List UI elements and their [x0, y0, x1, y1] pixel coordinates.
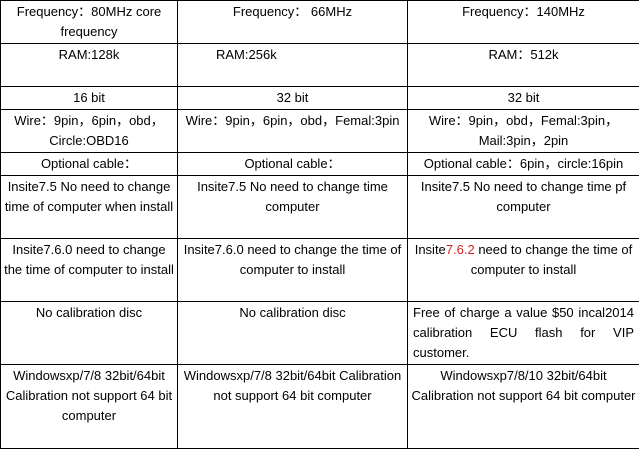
- cell: Insite7.6.0 need to change the time of c…: [1, 239, 178, 302]
- cell: Free of charge a value $50 incal2014 cal…: [408, 302, 639, 365]
- cell-text: need to change the time of computer to i…: [471, 242, 633, 277]
- cell: Wire：9pin，6pin，obd，Circle:OBD16: [1, 110, 178, 153]
- cell: RAM:128k: [1, 44, 178, 87]
- cell: No calibration disc: [1, 302, 178, 365]
- cell: RAM：512k: [408, 44, 639, 87]
- table-row-optional-cable: Optional cable： Optional cable： Optional…: [1, 153, 639, 176]
- highlighted-version: 7.6.2: [446, 242, 475, 257]
- cell: Frequency：140MHz: [408, 1, 639, 44]
- cell: Windowsxp/7/8 32bit/64bit Calibration no…: [1, 365, 178, 449]
- table-row-ram: RAM:128k RAM:256k RAM：512k: [1, 44, 639, 87]
- cell: 32 bit: [178, 87, 408, 110]
- cell: Wire：9pin，6pin，obd，Femal:3pin: [178, 110, 408, 153]
- cell: Optional cable：: [178, 153, 408, 176]
- cell: Insite7.5 No need to change time pf comp…: [408, 176, 639, 239]
- cell: Windowsxp7/8/10 32bit/64bit Calibration …: [408, 365, 639, 449]
- cell-text: Insite: [415, 242, 446, 257]
- table-row-os: Windowsxp/7/8 32bit/64bit Calibration no…: [1, 365, 639, 449]
- cell: Windowsxp/7/8 32bit/64bit Calibration no…: [178, 365, 408, 449]
- table-row-frequency: Frequency：80MHz core frequency Frequency…: [1, 1, 639, 44]
- cell: No calibration disc: [178, 302, 408, 365]
- cell: Optional cable：: [1, 153, 178, 176]
- table-row-insite75: Insite7.5 No need to change time of comp…: [1, 176, 639, 239]
- cell: Insite7.6.0 need to change the time of c…: [178, 239, 408, 302]
- table-row-insite76: Insite7.6.0 need to change the time of c…: [1, 239, 639, 302]
- cell: Frequency： 66MHz: [178, 1, 408, 44]
- cell: Insite7.6.2 need to change the time of c…: [408, 239, 639, 302]
- cell: 16 bit: [1, 87, 178, 110]
- cell: Insite7.5 No need to change time compute…: [178, 176, 408, 239]
- cell: Wire：9pin，obd，Femal:3pin，Mail:3pin，2pin: [408, 110, 639, 153]
- table-row-calibration: No calibration disc No calibration disc …: [1, 302, 639, 365]
- table-row-bits: 16 bit 32 bit 32 bit: [1, 87, 639, 110]
- cell: RAM:256k: [178, 44, 408, 87]
- table-row-wire: Wire：9pin，6pin，obd，Circle:OBD16 Wire：9pi…: [1, 110, 639, 153]
- cell: Frequency：80MHz core frequency: [1, 1, 178, 44]
- cell: Insite7.5 No need to change time of comp…: [1, 176, 178, 239]
- cell: 32 bit: [408, 87, 639, 110]
- cell: Optional cable：6pin，circle:16pin: [408, 153, 639, 176]
